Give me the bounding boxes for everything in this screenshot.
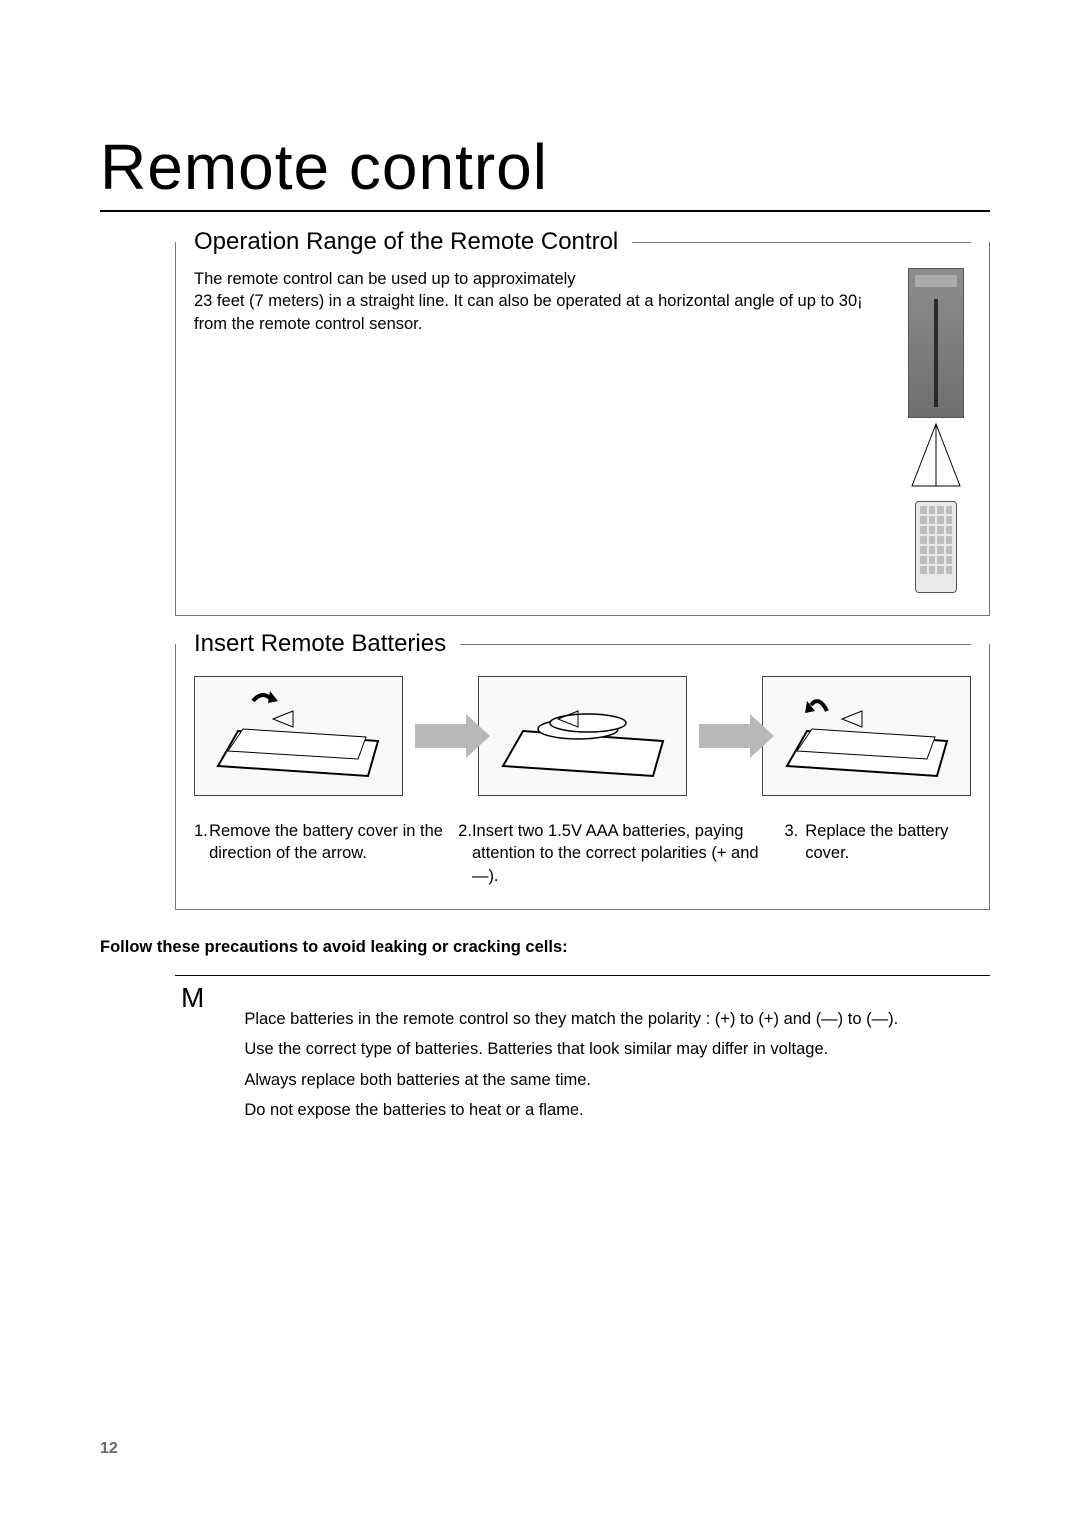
section-rule bbox=[460, 644, 971, 645]
range-line: The remote control can be used up to app… bbox=[194, 268, 881, 290]
precaution-item: Place batteries in the remote control so… bbox=[244, 1004, 898, 1035]
battery-steps-text: 1. Remove the battery cover in the direc… bbox=[194, 820, 971, 887]
battery-illustrations bbox=[194, 676, 971, 796]
section-header: Operation Range of the Remote Control bbox=[194, 228, 971, 256]
document-page: Remote control Operation Range of the Re… bbox=[0, 0, 1080, 1524]
step-text: Remove the battery cover in the directio… bbox=[209, 820, 458, 887]
section-title: Insert Remote Batteries bbox=[194, 630, 460, 658]
range-line: from the remote control sensor. bbox=[194, 313, 881, 335]
battery-step-3-icon bbox=[762, 676, 971, 796]
range-line: 23 feet (7 meters) in a straight line. I… bbox=[194, 290, 881, 312]
range-paragraph: The remote control can be used up to app… bbox=[194, 268, 881, 593]
arrow-right-icon bbox=[415, 724, 467, 748]
page-number: 12 bbox=[100, 1440, 118, 1458]
precautions-marker: M bbox=[175, 982, 204, 1126]
insert-batteries-section: Insert Remote Batteries bbox=[175, 644, 990, 910]
precaution-item: Do not expose the batteries to heat or a… bbox=[244, 1095, 898, 1126]
operation-range-section: Operation Range of the Remote Control Th… bbox=[175, 242, 990, 616]
range-figure bbox=[901, 268, 971, 593]
section-header: Insert Remote Batteries bbox=[194, 630, 971, 658]
page-title: Remote control bbox=[100, 130, 990, 212]
battery-step-2-icon bbox=[478, 676, 687, 796]
step-number: 1. bbox=[194, 820, 209, 887]
step-text: Insert two 1.5V AAA batteries, paying at… bbox=[472, 820, 785, 887]
remote-icon bbox=[915, 501, 957, 593]
section-title: Operation Range of the Remote Control bbox=[194, 228, 632, 256]
section-rule bbox=[632, 242, 971, 243]
precaution-item: Use the correct type of batteries. Batte… bbox=[244, 1034, 898, 1065]
precautions-list: Place batteries in the remote control so… bbox=[244, 982, 898, 1126]
angle-cone-icon bbox=[908, 422, 964, 497]
battery-step-1-icon bbox=[194, 676, 403, 796]
step-number: 3. bbox=[785, 820, 806, 887]
device-icon bbox=[908, 268, 964, 418]
precautions-box: M Place batteries in the remote control … bbox=[175, 975, 990, 1126]
arrow-right-icon bbox=[699, 724, 751, 748]
step-text: Replace the battery cover. bbox=[805, 820, 971, 887]
step-number: 2. bbox=[458, 820, 472, 887]
precautions-heading: Follow these precautions to avoid leakin… bbox=[100, 938, 990, 957]
precaution-item: Always replace both batteries at the sam… bbox=[244, 1065, 898, 1096]
